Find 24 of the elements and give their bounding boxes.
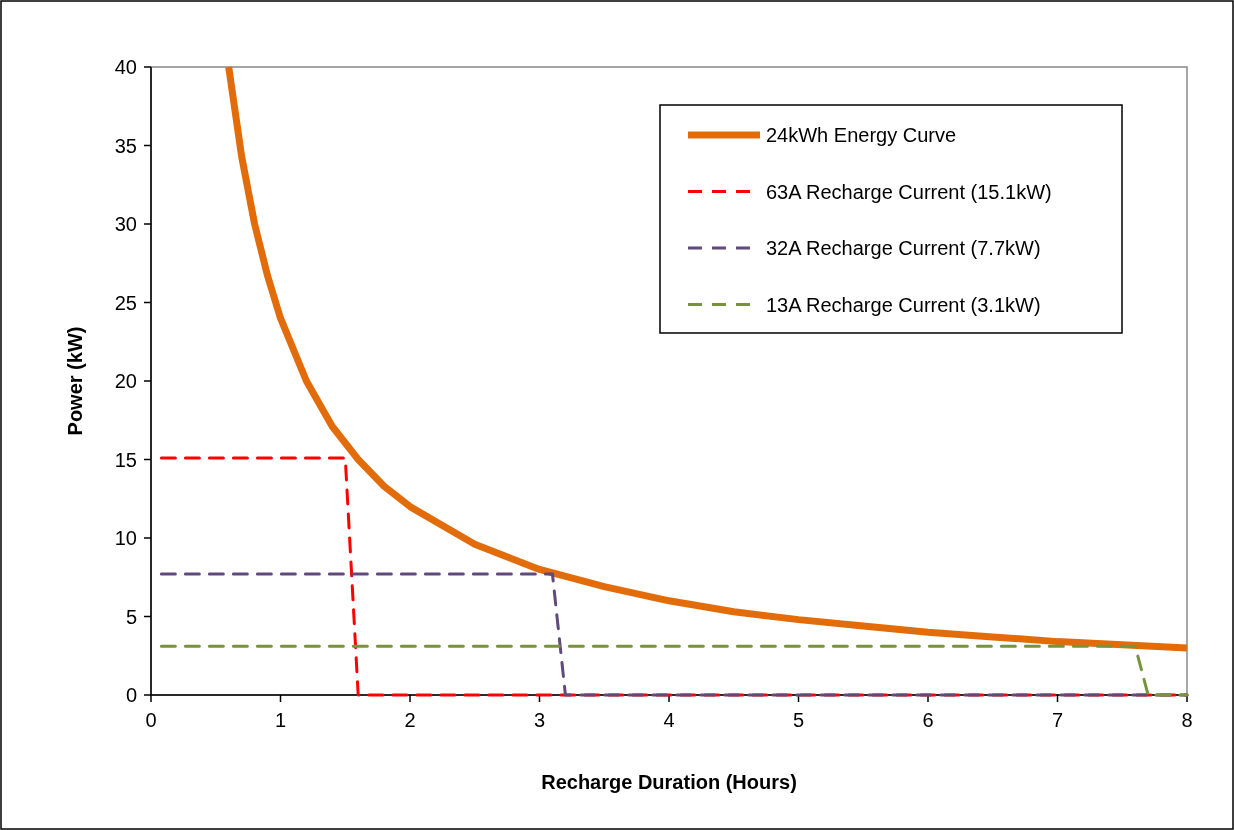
x-tick-label: 8 [1181, 709, 1193, 731]
x-tick-label: 6 [922, 709, 934, 731]
x-tick-label: 5 [792, 709, 805, 731]
y-axis-title: Power (kW) [64, 326, 86, 436]
x-axis-title: Recharge Duration (Hours) [541, 771, 797, 793]
x-tick-label: 4 [663, 709, 675, 731]
y-tick-label: 20 [114, 370, 137, 392]
legend-label: 24kWh Energy Curve [766, 124, 957, 146]
legend-label: 63A Recharge Current (15.1kW) [766, 180, 1052, 203]
y-tick-label: 0 [125, 684, 137, 706]
y-tick-label: 15 [114, 448, 137, 471]
y-tick-label: 30 [114, 213, 137, 235]
x-tick-label: 0 [145, 709, 157, 731]
legend-label: 13A Recharge Current (3.1kW) [766, 293, 1041, 316]
y-tick-label: 35 [114, 134, 137, 157]
x-tick-label: 2 [404, 709, 416, 731]
x-tick-label: 3 [533, 709, 546, 731]
y-tick-label: 5 [125, 605, 137, 628]
y-tick-label: 25 [114, 291, 137, 314]
y-tick-label: 10 [114, 527, 137, 549]
x-tick-label: 1 [274, 709, 287, 731]
y-tick-label: 40 [114, 56, 137, 78]
x-tick-label: 7 [1051, 709, 1064, 731]
legend-label: 32A Recharge Current (7.7kW) [766, 237, 1041, 259]
